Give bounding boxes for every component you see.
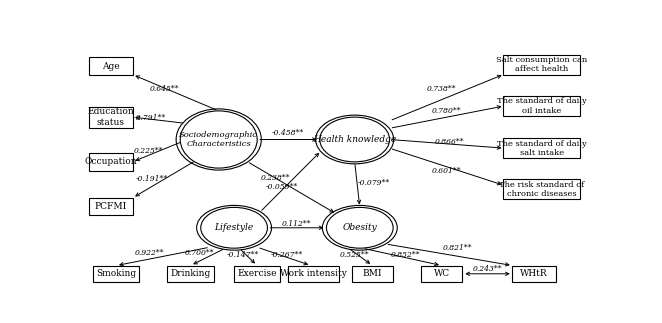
Ellipse shape xyxy=(180,111,257,168)
Text: -0.267**: -0.267** xyxy=(271,251,303,259)
Text: Exercise: Exercise xyxy=(238,269,277,278)
FancyBboxPatch shape xyxy=(167,266,214,282)
Text: -0.791**: -0.791** xyxy=(133,114,166,122)
Text: 0.645**: 0.645** xyxy=(150,85,179,92)
Text: 0.700**: 0.700** xyxy=(185,249,214,257)
Text: -0.059**: -0.059** xyxy=(265,183,298,191)
Text: 0.225**: 0.225** xyxy=(134,147,164,155)
FancyBboxPatch shape xyxy=(288,266,340,282)
Text: -0.079**: -0.079** xyxy=(358,179,391,187)
Text: Drinking: Drinking xyxy=(170,269,211,278)
Text: Work intensity: Work intensity xyxy=(280,269,347,278)
Text: Occupation: Occupation xyxy=(85,157,137,166)
Text: Health knowledge: Health knowledge xyxy=(313,135,397,144)
Text: -0.147**: -0.147** xyxy=(226,251,259,259)
Ellipse shape xyxy=(326,207,393,248)
Text: 0.922**: 0.922** xyxy=(134,249,164,257)
FancyBboxPatch shape xyxy=(89,57,133,75)
Text: The risk standard of
chronic diseases: The risk standard of chronic diseases xyxy=(499,181,585,198)
Text: 0.601**: 0.601** xyxy=(432,167,462,174)
FancyBboxPatch shape xyxy=(504,179,581,199)
FancyBboxPatch shape xyxy=(234,266,280,282)
Text: 0.112**: 0.112** xyxy=(282,220,312,227)
Ellipse shape xyxy=(320,117,389,162)
FancyBboxPatch shape xyxy=(89,153,133,171)
Text: Obesity: Obesity xyxy=(342,223,377,232)
Text: BMI: BMI xyxy=(363,269,383,278)
FancyBboxPatch shape xyxy=(89,107,133,128)
Text: 0.238**: 0.238** xyxy=(260,174,290,182)
Text: -0.191**: -0.191** xyxy=(136,175,168,183)
FancyBboxPatch shape xyxy=(504,55,581,75)
Text: 0.738**: 0.738** xyxy=(427,85,457,92)
Text: PCFMI: PCFMI xyxy=(95,202,127,211)
FancyBboxPatch shape xyxy=(421,266,462,282)
Text: Salt consumption can
affect health: Salt consumption can affect health xyxy=(496,56,588,73)
Text: The standard of daily
oil intake: The standard of daily oil intake xyxy=(497,97,587,115)
Text: Smoking: Smoking xyxy=(96,269,136,278)
FancyBboxPatch shape xyxy=(352,266,393,282)
Text: 0.780**: 0.780** xyxy=(432,107,462,115)
Text: 0.243**: 0.243** xyxy=(473,265,503,273)
Text: Age: Age xyxy=(102,62,120,71)
Text: WC: WC xyxy=(434,269,450,278)
Text: Education
status: Education status xyxy=(87,108,134,127)
Text: Sociodemographic
Characteristics: Sociodemographic Characteristics xyxy=(179,131,258,148)
Text: 0.821**: 0.821** xyxy=(442,244,472,252)
FancyBboxPatch shape xyxy=(512,266,556,282)
FancyBboxPatch shape xyxy=(504,138,581,158)
Text: The standard of daily
salt intake: The standard of daily salt intake xyxy=(497,140,587,157)
FancyBboxPatch shape xyxy=(93,266,139,282)
Ellipse shape xyxy=(201,207,267,248)
FancyBboxPatch shape xyxy=(504,96,581,116)
FancyBboxPatch shape xyxy=(89,198,133,215)
Text: 0.852**: 0.852** xyxy=(391,251,421,259)
Text: WHtR: WHtR xyxy=(520,269,548,278)
Text: 0.866**: 0.866** xyxy=(435,138,465,146)
Text: Lifestyle: Lifestyle xyxy=(214,223,254,232)
Text: -0.458**: -0.458** xyxy=(272,129,304,137)
Text: 0.525**: 0.525** xyxy=(340,251,369,259)
